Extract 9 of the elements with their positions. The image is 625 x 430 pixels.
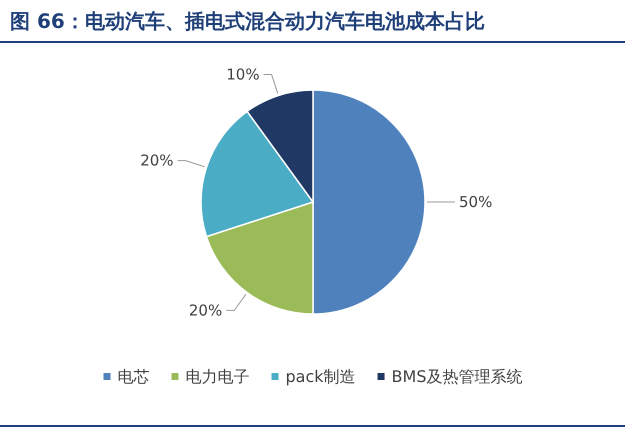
data-label: 10% — [226, 66, 260, 84]
data-label: 20% — [188, 301, 222, 320]
data-label: 50% — [459, 193, 492, 211]
legend-label: pack制造 — [286, 367, 356, 386]
chart-title: 图 66：电动汽车、插电式混合动力汽车电池成本占比 — [10, 9, 485, 33]
legend-label: 电芯 — [118, 367, 150, 386]
legend-label: BMS及热管理系统 — [392, 367, 522, 386]
data-label: 20% — [140, 152, 174, 170]
legend-label: 电力电子 — [186, 367, 250, 386]
